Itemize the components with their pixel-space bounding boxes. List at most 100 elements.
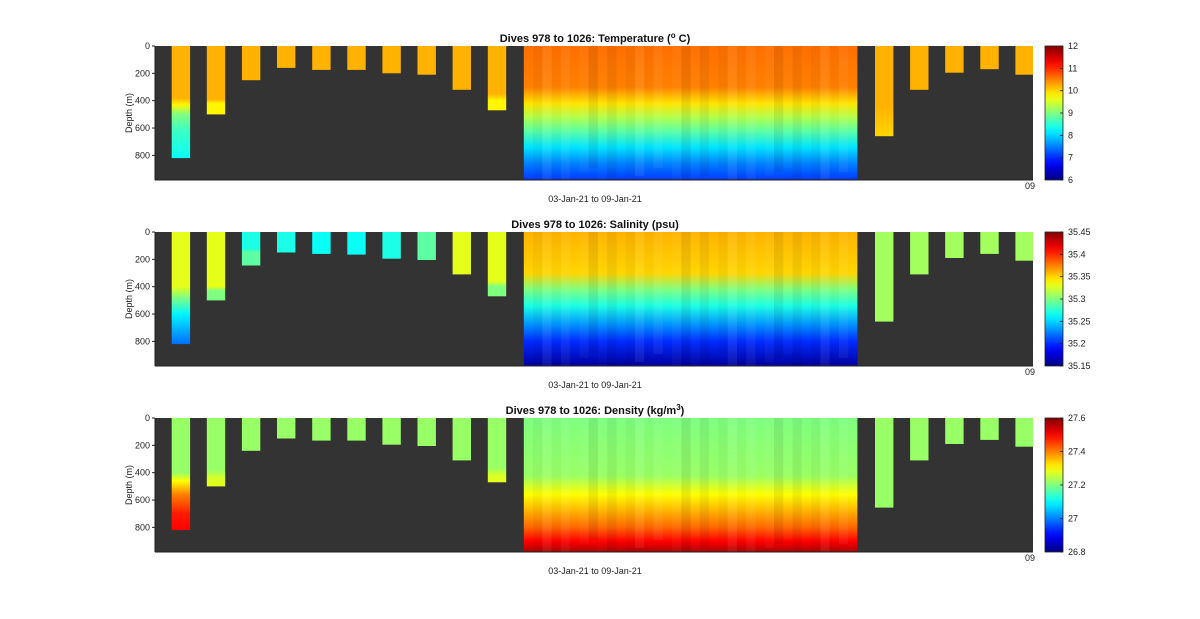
y-tick-label: 800 <box>135 522 150 532</box>
x-corner-tick-label: 09 <box>1025 367 1035 377</box>
block-striation <box>542 418 552 552</box>
block-striation <box>838 418 849 544</box>
profile-column-0 <box>171 46 191 159</box>
block-striation <box>681 418 691 552</box>
y-tick-label: 600 <box>135 495 150 505</box>
block-striation <box>626 46 635 180</box>
block-striation <box>783 232 792 354</box>
block-striation <box>635 46 645 176</box>
profile-column-5 <box>347 232 366 255</box>
block-striation <box>820 232 830 366</box>
block-striation <box>746 46 756 180</box>
profile-column-3 <box>277 418 296 439</box>
block-striation <box>727 46 737 180</box>
block-striation <box>653 418 663 540</box>
profile-column-6 <box>382 232 401 259</box>
chart-title-main: Dives 978 to 1026: Density (kg/m <box>506 405 677 417</box>
x-corner-tick-label: 09 <box>1025 553 1035 563</box>
profile-column-11 <box>875 46 894 137</box>
y-tick-label: 800 <box>135 150 150 160</box>
colorbar-tick-label: 35.3 <box>1068 294 1086 304</box>
colorbar-tick-label: 10 <box>1068 86 1078 96</box>
block-striation <box>598 418 607 552</box>
block-striation <box>811 46 820 180</box>
block-striation <box>672 46 681 180</box>
y-tick-label: 400 <box>135 282 150 292</box>
block-striation <box>552 46 561 180</box>
block-striation <box>792 418 802 552</box>
block-striation <box>560 46 571 180</box>
profile-column-5 <box>347 46 366 70</box>
block-striation <box>737 46 746 180</box>
chart-title-main: Dives 978 to 1026: Temperature ( <box>500 33 671 45</box>
block-striation <box>626 418 635 552</box>
profile-column-6 <box>382 418 401 445</box>
profile-column-4 <box>312 418 331 441</box>
block-striation <box>746 232 756 366</box>
profile-column-0 <box>171 232 191 345</box>
block-striation <box>691 232 700 366</box>
colorbar-tick-label: 12 <box>1068 41 1078 51</box>
block-striation <box>644 418 653 544</box>
profile-column-4 <box>312 46 331 70</box>
profile-column-3 <box>277 46 296 68</box>
profile-column-15 <box>1015 232 1033 261</box>
block-striation <box>820 46 830 180</box>
block-striation <box>838 232 849 358</box>
colorbar-tick-label: 9 <box>1068 108 1073 118</box>
profile-column-15 <box>1015 46 1033 75</box>
block-striation <box>588 418 598 540</box>
colorbar-tick-label: 6 <box>1068 175 1073 185</box>
block-striation <box>765 46 774 176</box>
colorbar-tick-label: 7 <box>1068 153 1073 163</box>
panel-2: 0 200 400 600 800 Depth (m) 03-Jan-21 to 09-Ja… <box>124 403 1086 576</box>
y-tick-label: 0 <box>145 413 150 423</box>
profile-column-1 <box>206 46 226 115</box>
block-striation <box>533 418 542 552</box>
block-striation <box>691 46 700 180</box>
block-striation <box>644 232 653 358</box>
block-striation <box>727 232 737 366</box>
y-tick-label: 200 <box>135 68 150 78</box>
profile-column-7 <box>417 232 436 260</box>
profile-column-2 <box>241 418 261 451</box>
block-striation <box>607 46 617 180</box>
colorbar-tick-label: 27.2 <box>1068 480 1086 490</box>
block-striation <box>783 46 792 168</box>
block-striation <box>607 418 617 552</box>
colorbar-tick-label: 8 <box>1068 130 1073 140</box>
block-striation <box>644 46 653 172</box>
block-striation <box>783 418 792 540</box>
y-tick-label: 400 <box>135 96 150 106</box>
profile-column-11 <box>875 418 894 508</box>
block-striation <box>727 418 737 552</box>
block-striation <box>552 418 561 552</box>
profile-column-11 <box>875 232 894 322</box>
profile-column-14 <box>980 418 999 440</box>
block-striation <box>653 232 663 354</box>
profile-column-12 <box>910 232 929 275</box>
colorbar-tick-label: 35.25 <box>1068 316 1091 326</box>
block-striation <box>737 418 746 552</box>
profile-column-13 <box>945 46 964 73</box>
x-corner-tick-label: 09 <box>1025 181 1035 191</box>
chart-title-suffix: C) <box>676 33 691 45</box>
chart-title: Dives 978 to 1026: Temperature (o C) <box>500 31 691 45</box>
y-tick-label: 400 <box>135 468 150 478</box>
block-striation <box>774 46 784 172</box>
block-striation <box>765 418 774 548</box>
block-striation <box>635 418 645 548</box>
block-striation <box>533 46 542 180</box>
chart-title-main: Dives 978 to 1026: Salinity (psu) <box>511 219 679 231</box>
profile-column-10 <box>523 418 858 552</box>
block-striation <box>718 46 727 168</box>
block-striation <box>699 232 710 362</box>
block-striation <box>699 418 710 548</box>
panel-0: 0 200 400 600 800 Depth (m) 03-Jan-21 to 09-Ja… <box>124 31 1078 204</box>
profile-column-0 <box>171 418 191 531</box>
x-axis-label: 03-Jan-21 to 09-Jan-21 <box>548 566 642 576</box>
profile-column-9 <box>487 46 507 111</box>
y-tick-label: 800 <box>135 336 150 346</box>
block-striation <box>533 232 542 366</box>
profile-column-10 <box>523 46 858 180</box>
